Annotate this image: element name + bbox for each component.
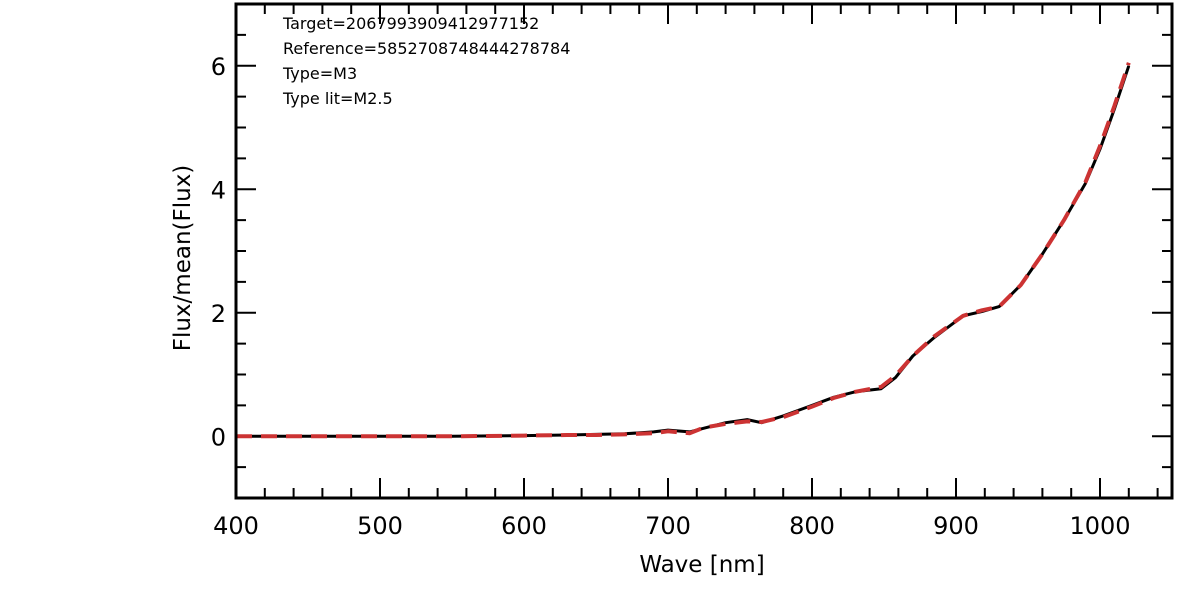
annotation-type: Type=M3: [282, 64, 357, 83]
x-tick-label: 900: [933, 512, 979, 540]
axis-ticks: [235, 3, 1172, 499]
y-tick-label: 0: [211, 423, 226, 451]
x-tick-label: 700: [645, 512, 691, 540]
series-layer: [236, 62, 1131, 439]
target-spectrum-line: [236, 65, 1131, 438]
x-tick-label: 800: [789, 512, 835, 540]
y-tick-label: 2: [211, 300, 226, 328]
x-tick-label: 500: [357, 512, 403, 540]
annotation-type-lit: Type lit=M2.5: [282, 89, 393, 108]
plot-frame: [234, 2, 1174, 500]
x-axis-title: Wave [nm]: [639, 552, 764, 578]
y-tick-label: 4: [211, 176, 226, 204]
y-tick-label: 6: [211, 53, 226, 81]
x-tick-label: 400: [213, 512, 259, 540]
x-tick-labels: 400 500 600 700 800 900 1000: [213, 512, 1130, 540]
annotation-reference: Reference=5852708748444278784: [283, 39, 570, 58]
x-tick-label: 1000: [1069, 512, 1130, 540]
y-tick-labels: 0 2 4 6: [211, 53, 226, 452]
annotation-target: Target=2067993909412977152: [282, 14, 539, 33]
reference-spectrum-line: [236, 62, 1131, 439]
y-axis-title: Flux/mean(Flux): [170, 165, 196, 352]
x-tick-label: 600: [501, 512, 547, 540]
